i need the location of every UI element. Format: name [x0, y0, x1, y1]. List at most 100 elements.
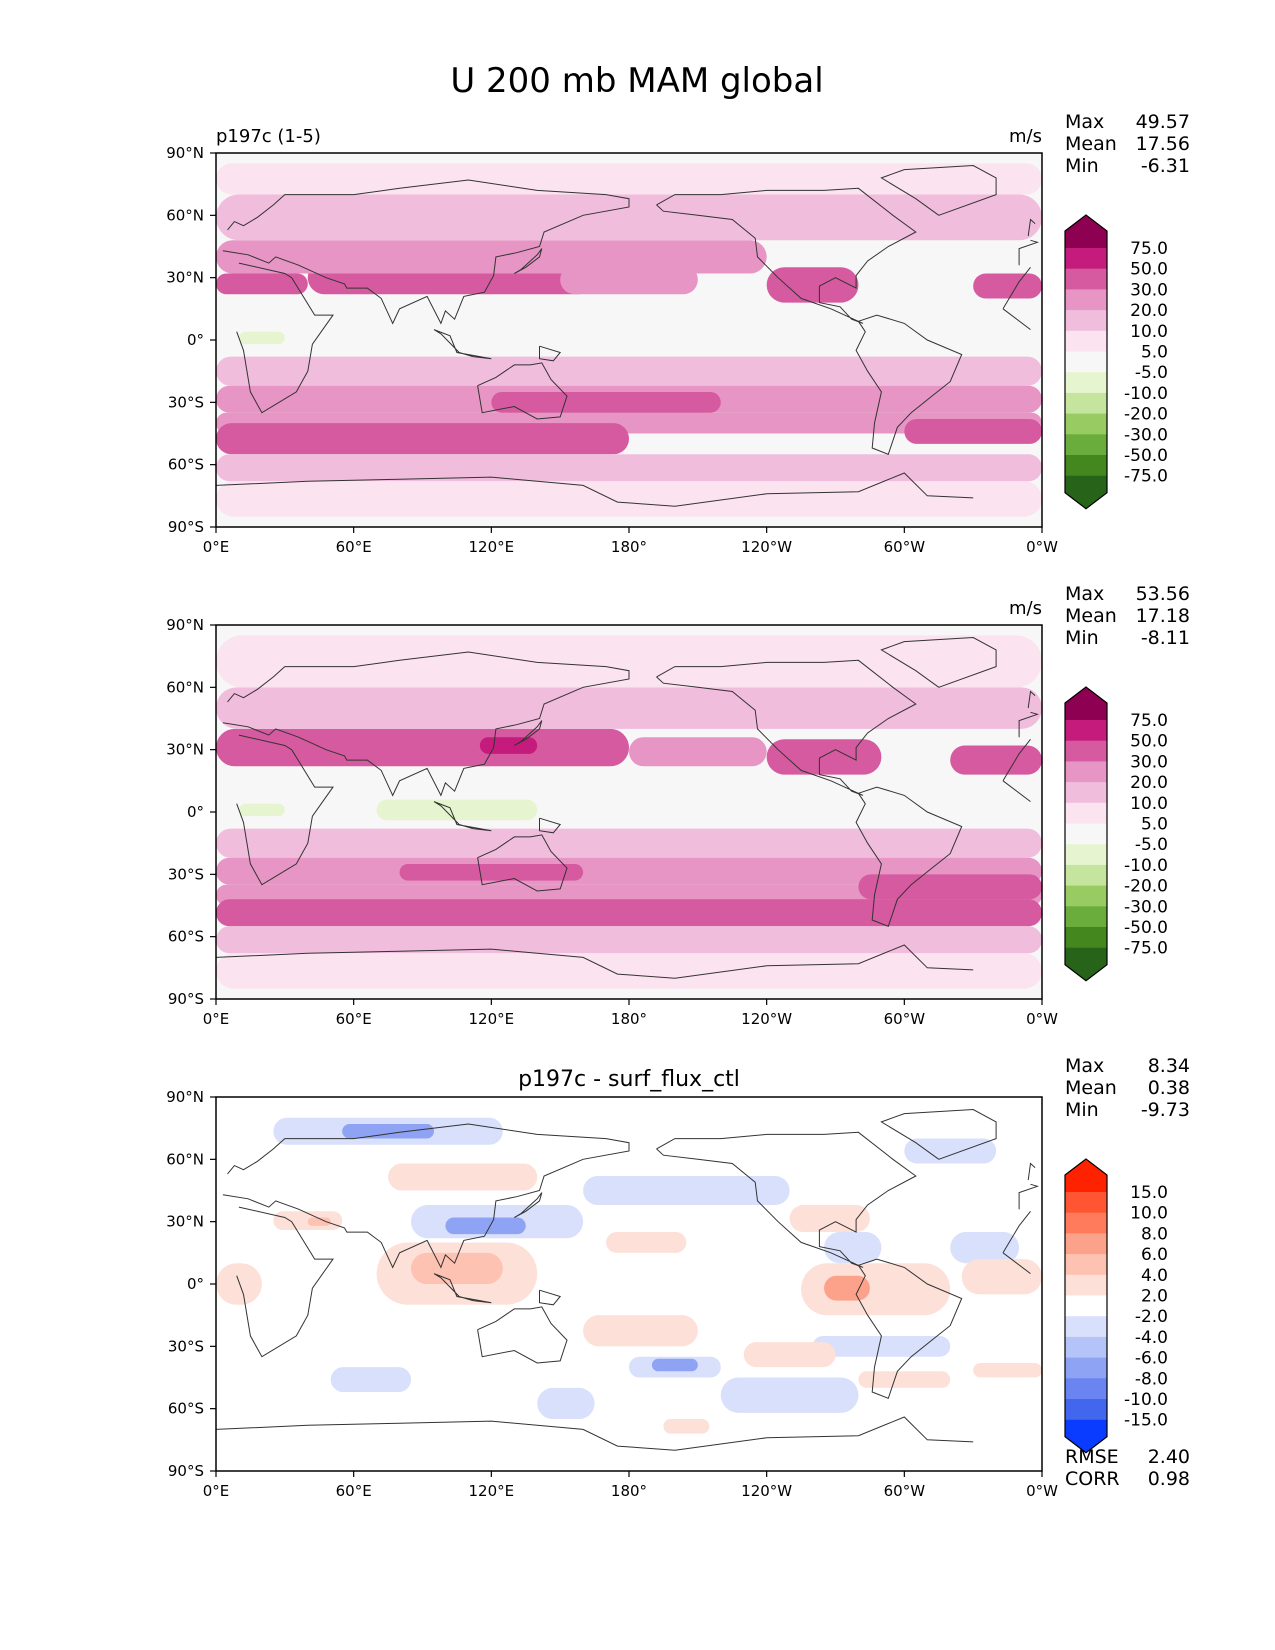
colorbar-segment: [1065, 1192, 1107, 1214]
stat-value: -6.31: [1141, 155, 1190, 177]
coastline: [216, 944, 974, 979]
y-tick-label: 90°N: [166, 1088, 204, 1106]
stat-label: Mean: [1065, 1077, 1117, 1099]
y-tick-label: 60°N: [166, 206, 204, 224]
x-tick-label: 60°E: [336, 1482, 372, 1500]
field-layer: [216, 163, 1042, 517]
coastline: [477, 362, 568, 420]
coastlines: [216, 164, 1040, 507]
colorbar-label: 75.0: [1130, 239, 1168, 259]
stat-value: -9.73: [1141, 1099, 1190, 1121]
colorbar-segment: [1065, 413, 1107, 435]
colorbar-extend-top: [1065, 215, 1107, 248]
y-tick-label: 0°: [187, 803, 204, 821]
colorbar-label: -30.0: [1124, 897, 1168, 917]
colorbar: 15.010.08.06.04.02.0-2.0-4.0-6.0-8.0-10.…: [1064, 1158, 1168, 1454]
field-region: [216, 356, 1042, 386]
coastline: [855, 1258, 963, 1399]
stat-value: 17.56: [1136, 133, 1190, 155]
colorbar-label: -50.0: [1124, 446, 1168, 466]
colorbar-segment: [1065, 392, 1107, 415]
colorbar-segment: [1065, 761, 1107, 783]
units-label: m/s: [1009, 598, 1042, 619]
colorbar-segment: [1065, 1357, 1107, 1379]
y-tick-label: 60°S: [168, 456, 204, 474]
coastline: [855, 786, 963, 927]
colorbar-label: 30.0: [1130, 752, 1168, 772]
colorbar-label: 75.0: [1130, 711, 1168, 731]
colorbar-segment: [1065, 1399, 1107, 1421]
metric-label: CORR: [1065, 1468, 1120, 1490]
panel-test: 0°E 60°E 120°E 180° 120°W 60°W 0°W 90°N 60°N 30°N…: [166, 111, 1190, 556]
field-region: [216, 828, 1042, 858]
colorbar-segment: [1065, 310, 1107, 332]
metric-label: RMSE: [1065, 1446, 1119, 1468]
field-region: [824, 1232, 882, 1264]
field-region: [216, 163, 1042, 195]
stat-value: -8.11: [1141, 627, 1190, 649]
x-tick-label: 0°W: [1026, 1482, 1058, 1500]
x-tick-label: 120°E: [469, 1482, 515, 1500]
x-tick-label: 60°W: [884, 1010, 926, 1028]
colorbar-segment: [1065, 906, 1107, 928]
colorbar-segment: [1065, 1254, 1107, 1276]
field-region: [216, 787, 1042, 829]
colorbar-segment: [1065, 248, 1107, 270]
stat-value: 8.34: [1148, 1055, 1190, 1077]
x-tick-label: 0°W: [1026, 1010, 1058, 1028]
coastline: [514, 720, 543, 746]
field-region: [479, 737, 538, 754]
field-region: [583, 1175, 790, 1206]
field-region: [629, 737, 767, 767]
coastline: [880, 636, 997, 688]
field-region: [307, 1217, 331, 1226]
field-layer: [216, 1117, 1042, 1434]
colorbar-segment: [1065, 864, 1107, 887]
x-tick-label: 180°: [611, 538, 647, 556]
coastline: [656, 1131, 917, 1268]
x-tick-label: 120°E: [469, 1010, 515, 1028]
stat-label: Min: [1065, 1099, 1099, 1121]
y-tick-label: 30°N: [166, 1213, 204, 1231]
colorbar-label: 20.0: [1130, 301, 1168, 321]
field-region: [216, 728, 629, 767]
stat-value: 0.38: [1148, 1077, 1190, 1099]
colorbar-label: 6.0: [1141, 1245, 1168, 1265]
colorbar-label: 30.0: [1130, 280, 1168, 300]
coastline: [880, 1108, 997, 1160]
panel-title-left: p197c (1-5): [216, 126, 321, 147]
field-region: [238, 331, 285, 345]
field-region: [789, 1205, 870, 1233]
x-tick-label: 60°E: [336, 1010, 372, 1028]
stat-label: Max: [1065, 111, 1104, 133]
colorbar-segment: [1065, 844, 1107, 866]
coastline: [1027, 1162, 1036, 1181]
panel-difference: 0°E 60°E 120°E 180° 120°W 60°W 0°W 90°N 60°N 30°N…: [166, 1055, 1190, 1500]
colorbar-label: -10.0: [1124, 856, 1168, 876]
y-tick-label: 90°N: [166, 144, 204, 162]
panel-title-center: p197c - surf_flux_ctl: [518, 1067, 740, 1092]
colorbar-segment: [1065, 802, 1107, 824]
colorbar-label: -30.0: [1124, 425, 1168, 445]
y-tick-label: 0°: [187, 1275, 204, 1293]
coastline: [433, 801, 492, 832]
colorbar-extend-top: [1065, 1159, 1107, 1192]
field-region: [950, 1232, 1020, 1264]
metric-value: 0.98: [1148, 1468, 1190, 1490]
stat-label: Max: [1065, 583, 1104, 605]
colorbar-label: -10.0: [1124, 384, 1168, 404]
field-region: [801, 1263, 951, 1316]
colorbar: 75.050.030.020.010.05.0-5.0-10.0-20.0-30…: [1064, 214, 1168, 510]
field-region: [216, 315, 1042, 357]
colorbar-label: 20.0: [1130, 773, 1168, 793]
stat-label: Min: [1065, 627, 1099, 649]
colorbar-label: -2.0: [1135, 1307, 1168, 1327]
colorbar-segment: [1065, 782, 1107, 804]
colorbar-label: -4.0: [1135, 1328, 1168, 1348]
colorbar: 75.050.030.020.010.05.0-5.0-10.0-20.0-30…: [1064, 686, 1168, 982]
field-region: [216, 481, 1042, 517]
x-tick-label: 60°W: [884, 538, 926, 556]
field-region: [238, 803, 285, 817]
field-region: [858, 1371, 951, 1388]
